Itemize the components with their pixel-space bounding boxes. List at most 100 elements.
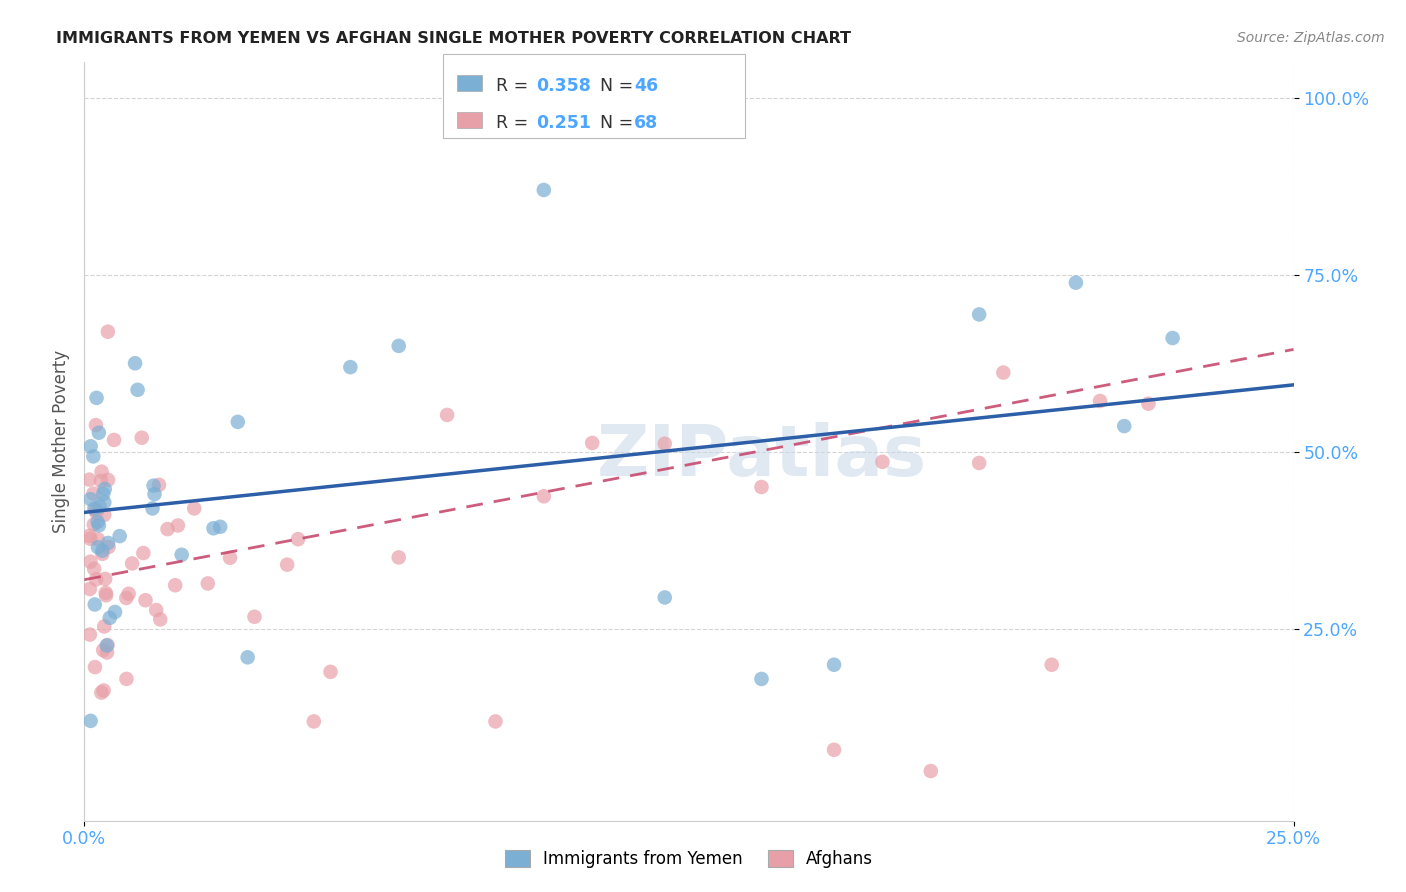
Point bbox=[134, 593, 156, 607]
Text: 68: 68 bbox=[634, 114, 658, 132]
Point bbox=[94, 586, 117, 600]
Point bbox=[91, 543, 114, 558]
Point bbox=[967, 307, 990, 321]
Point bbox=[1064, 276, 1087, 290]
Point bbox=[86, 515, 108, 529]
Point bbox=[93, 495, 115, 509]
Point bbox=[202, 521, 225, 535]
Point bbox=[96, 639, 118, 653]
Point bbox=[226, 415, 249, 429]
Point bbox=[87, 425, 110, 440]
Point bbox=[87, 533, 110, 547]
Point bbox=[388, 339, 411, 353]
Point bbox=[156, 522, 179, 536]
Text: N =: N = bbox=[589, 114, 638, 132]
Point bbox=[79, 532, 101, 546]
Point bbox=[287, 532, 309, 546]
Point bbox=[90, 474, 112, 488]
Point bbox=[90, 465, 112, 479]
Point bbox=[96, 638, 118, 652]
Point bbox=[83, 562, 105, 576]
Point bbox=[84, 503, 107, 517]
Point bbox=[103, 433, 125, 447]
Point bbox=[94, 572, 117, 586]
Point bbox=[276, 558, 298, 572]
Point bbox=[98, 611, 121, 625]
Point bbox=[87, 518, 110, 533]
Point bbox=[91, 643, 114, 657]
Point bbox=[84, 573, 107, 587]
Point bbox=[1161, 331, 1184, 345]
Point bbox=[97, 473, 120, 487]
Point bbox=[117, 587, 139, 601]
Point bbox=[124, 356, 146, 370]
Point bbox=[79, 555, 101, 569]
Point bbox=[104, 605, 127, 619]
Point bbox=[388, 550, 411, 565]
Point bbox=[823, 657, 845, 672]
Point bbox=[1114, 419, 1136, 434]
Point bbox=[108, 529, 131, 543]
Point bbox=[115, 672, 138, 686]
Point bbox=[97, 540, 120, 554]
Point bbox=[90, 685, 112, 699]
Point bbox=[197, 576, 219, 591]
Legend: Immigrants from Yemen, Afghans: Immigrants from Yemen, Afghans bbox=[496, 842, 882, 877]
Point bbox=[93, 683, 115, 698]
Point bbox=[243, 609, 266, 624]
Point bbox=[165, 578, 187, 592]
Point bbox=[654, 591, 676, 605]
Point bbox=[143, 487, 166, 501]
Point bbox=[82, 486, 104, 500]
Point bbox=[484, 714, 506, 729]
Text: N =: N = bbox=[589, 77, 638, 95]
Point bbox=[79, 714, 101, 728]
Point bbox=[751, 672, 773, 686]
Point bbox=[91, 547, 114, 561]
Point bbox=[170, 548, 193, 562]
Point bbox=[82, 450, 104, 464]
Point bbox=[93, 482, 115, 496]
Point bbox=[149, 612, 172, 626]
Text: R =: R = bbox=[496, 77, 534, 95]
Point bbox=[121, 557, 143, 571]
Point bbox=[83, 501, 105, 516]
Point bbox=[79, 627, 101, 641]
Point bbox=[145, 603, 167, 617]
Point bbox=[751, 480, 773, 494]
Y-axis label: Single Mother Poverty: Single Mother Poverty bbox=[52, 350, 70, 533]
Point bbox=[79, 529, 101, 543]
Text: R =: R = bbox=[496, 114, 534, 132]
Point bbox=[86, 506, 108, 520]
Point bbox=[93, 508, 115, 522]
Point bbox=[87, 540, 110, 554]
Text: ZIPatlas: ZIPatlas bbox=[596, 422, 927, 491]
Point bbox=[83, 598, 105, 612]
Point bbox=[94, 588, 117, 602]
Point bbox=[132, 546, 155, 560]
Text: Source: ZipAtlas.com: Source: ZipAtlas.com bbox=[1237, 31, 1385, 45]
Text: 0.251: 0.251 bbox=[536, 114, 591, 132]
Point bbox=[1137, 397, 1160, 411]
Point bbox=[581, 436, 603, 450]
Point bbox=[823, 743, 845, 757]
Point bbox=[97, 325, 120, 339]
Point bbox=[141, 501, 163, 516]
Point bbox=[533, 183, 555, 197]
Point bbox=[79, 492, 101, 507]
Point bbox=[533, 489, 555, 503]
Point bbox=[84, 418, 107, 433]
Point bbox=[339, 360, 361, 375]
Point bbox=[1040, 657, 1063, 672]
Point bbox=[97, 536, 120, 550]
Point bbox=[167, 518, 190, 533]
Point bbox=[993, 366, 1015, 380]
Point bbox=[115, 591, 138, 605]
Text: 0.358: 0.358 bbox=[536, 77, 591, 95]
Point bbox=[91, 487, 114, 501]
Point bbox=[236, 650, 259, 665]
Point bbox=[920, 764, 942, 778]
Point bbox=[209, 520, 232, 534]
Point bbox=[79, 582, 101, 596]
Point bbox=[148, 478, 170, 492]
